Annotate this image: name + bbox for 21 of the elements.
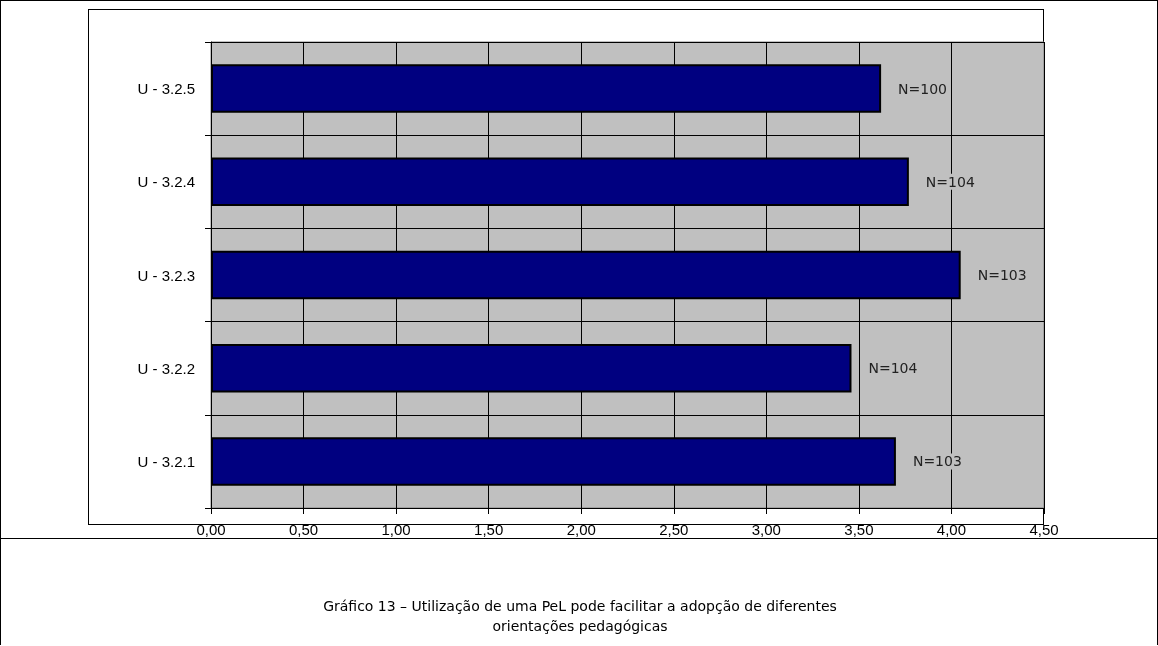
- y-tick-label: U - 3.2.5: [137, 80, 195, 98]
- annotation: N=100: [898, 80, 948, 97]
- x-tick-label: 2,00: [566, 521, 596, 538]
- x-tick-label: 1,50: [474, 521, 504, 538]
- x-tick-label: 2,50: [659, 521, 689, 538]
- x-tick-label: 3,50: [844, 521, 874, 538]
- y-tick-label: U - 3.2.2: [137, 359, 195, 377]
- text: Gráfico 13 – Utilização de uma PeL pode facilitar a adopção de diferentes orientações pedagógicas: [322, 597, 838, 636]
- x-tick-label: 4,50: [1029, 521, 1059, 538]
- x-tick-label: 0,00: [196, 521, 226, 538]
- annotation: N=104: [925, 173, 975, 190]
- y-tick-label: U - 3.2.1: [137, 452, 195, 470]
- y-tick-label: U - 3.2.3: [137, 266, 195, 284]
- y-tick-label: U - 3.2.4: [137, 173, 195, 191]
- x-tick-label: 1,00: [381, 521, 411, 538]
- annotation: N=103: [977, 267, 1027, 283]
- annotation: N=103: [912, 453, 962, 470]
- x-tick-label: 0,50: [288, 521, 319, 538]
- x-tick-label: 4,00: [936, 521, 967, 538]
- annotation: N=104: [868, 360, 918, 377]
- x-tick-label: 3,00: [751, 521, 781, 538]
